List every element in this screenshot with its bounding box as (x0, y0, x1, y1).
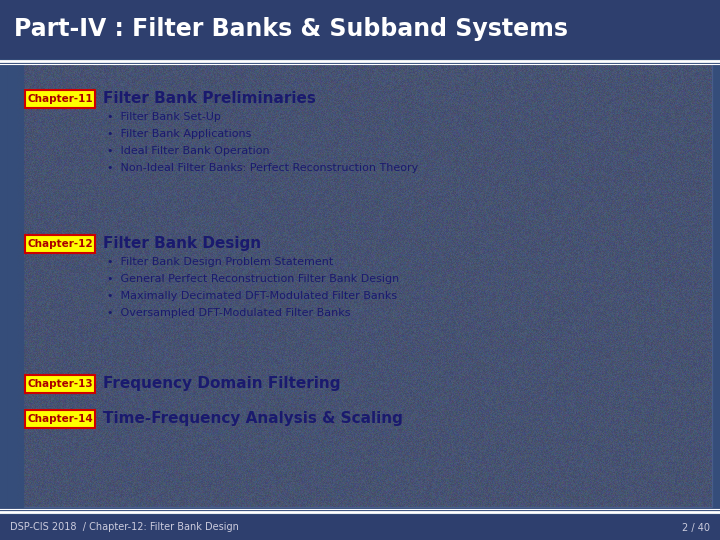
Text: Chapter-13: Chapter-13 (27, 379, 93, 389)
Bar (8, 64, 23, 507)
Text: Chapter-11: Chapter-11 (27, 94, 93, 104)
Text: •  Filter Bank Design Problem Statement: • Filter Bank Design Problem Statement (107, 257, 333, 267)
FancyBboxPatch shape (25, 410, 95, 428)
Bar (8, 64, 16, 507)
Bar (0, 515, 720, 540)
Bar (8, 64, 712, 507)
Text: DSP-CIS 2018  / Chapter-12: Filter Bank Design: DSP-CIS 2018 / Chapter-12: Filter Bank D… (10, 523, 239, 532)
Text: •  Oversampled DFT-Modulated Filter Banks: • Oversampled DFT-Modulated Filter Banks (107, 308, 351, 318)
Text: Part-IV : Filter Banks & Subband Systems: Part-IV : Filter Banks & Subband Systems (14, 17, 568, 41)
FancyBboxPatch shape (25, 90, 95, 108)
FancyBboxPatch shape (25, 235, 95, 253)
Text: Chapter-14: Chapter-14 (27, 414, 93, 424)
Text: Filter Bank Design: Filter Bank Design (103, 236, 261, 251)
Text: •  Filter Bank Applications: • Filter Bank Applications (107, 129, 251, 139)
Text: •  Non-Ideal Filter Banks: Perfect Reconstruction Theory: • Non-Ideal Filter Banks: Perfect Recons… (107, 163, 418, 173)
Text: 2 / 40: 2 / 40 (682, 523, 710, 532)
Text: •  Ideal Filter Bank Operation: • Ideal Filter Bank Operation (107, 146, 269, 156)
FancyBboxPatch shape (25, 375, 95, 393)
Text: Frequency Domain Filtering: Frequency Domain Filtering (103, 376, 341, 391)
Text: •  Maximally Decimated DFT-Modulated Filter Banks: • Maximally Decimated DFT-Modulated Filt… (107, 291, 397, 301)
Bar (0, 0, 720, 58)
Text: Filter Bank Preliminaries: Filter Bank Preliminaries (103, 91, 316, 106)
Text: Chapter-12: Chapter-12 (27, 239, 93, 249)
Text: Time-Frequency Analysis & Scaling: Time-Frequency Analysis & Scaling (103, 411, 403, 426)
Text: •  Filter Bank Set-Up: • Filter Bank Set-Up (107, 112, 221, 122)
Text: •  General Perfect Reconstruction Filter Bank Design: • General Perfect Reconstruction Filter … (107, 274, 400, 284)
